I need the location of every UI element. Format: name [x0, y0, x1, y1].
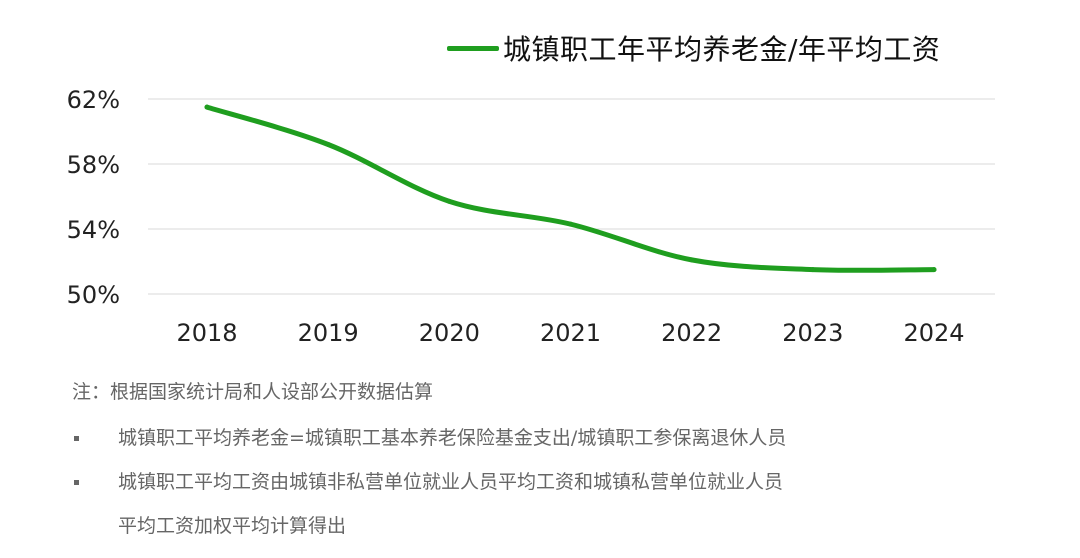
x-tick-label: 2019 [298, 319, 359, 347]
series-line [204, 104, 937, 273]
x-tick-label: 2018 [176, 319, 237, 347]
note-bullet-2-text-line-1: 城镇职工平均工资由城镇非私营单位就业人员平均工资和城镇私营单位就业人员 [118, 471, 784, 493]
chart-area: 62% 58% 54% 50% 2018 2019 2020 2021 2022 2023 202… [67, 86, 995, 347]
data-point [446, 198, 452, 204]
x-axis-ticks: 2018 2019 2020 2021 2022 2023 2024 [176, 319, 964, 347]
x-tick-label: 2022 [661, 319, 722, 347]
y-tick-label: 58% [67, 151, 120, 179]
x-tick-label: 2023 [782, 319, 843, 347]
x-tick-label: 2021 [540, 319, 601, 347]
y-tick-label: 62% [67, 86, 120, 114]
x-tick-label: 2024 [903, 319, 964, 347]
note-bullet-1 [74, 436, 79, 441]
note-title: 注：根据国家统计局和人设部公开数据估算 [72, 381, 434, 403]
data-point [568, 221, 573, 227]
y-tick-label: 50% [67, 281, 120, 309]
note-bullet-1-text: 城镇职工平均养老金=城镇职工基本养老保险基金支出/城镇职工参保离退休人员 [118, 427, 787, 449]
legend: 城镇职工年平均养老金/年平均工资 [447, 28, 940, 68]
note-bullet-2 [74, 480, 79, 485]
data-point [689, 257, 695, 263]
series-layer [204, 104, 937, 273]
legend-label: 城镇职工年平均养老金/年平均工资 [503, 33, 941, 66]
y-tick-label: 54% [67, 216, 120, 244]
legend-swatch [447, 45, 499, 51]
note-bullet-2-text-line-2: 平均工资加权平均计算得出 [118, 515, 347, 537]
data-point [931, 267, 937, 273]
x-tick-label: 2020 [419, 319, 480, 347]
data-point [810, 267, 816, 273]
y-axis-ticks: 62% 58% 54% 50% [67, 86, 120, 309]
grid-lines [148, 98, 995, 295]
data-point [204, 104, 210, 110]
data-point [325, 142, 331, 147]
